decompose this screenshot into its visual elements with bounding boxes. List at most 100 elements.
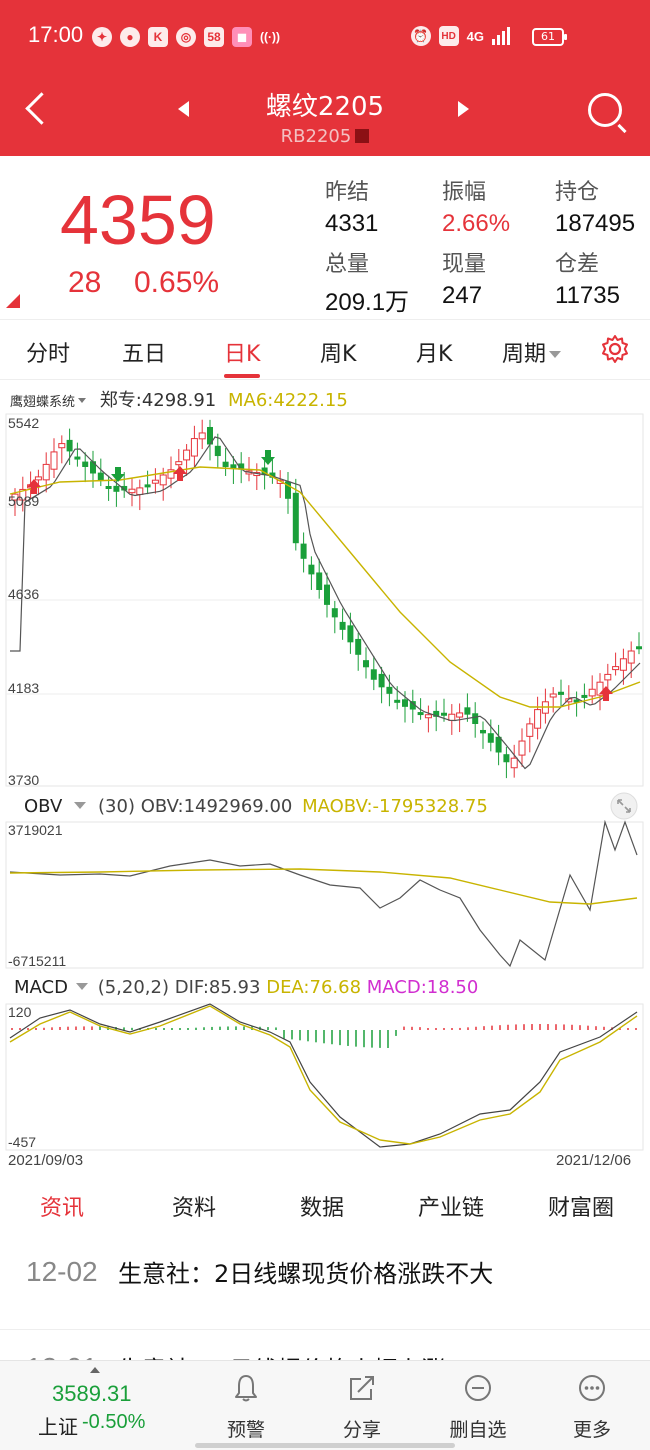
kline-y-label: 4636 <box>8 586 40 602</box>
tab-period-label: 周期 <box>502 342 547 367</box>
candle-down <box>464 707 471 715</box>
tab-intraday[interactable]: 分时 <box>26 342 71 367</box>
chevron-down-icon <box>549 351 562 358</box>
tab-monthly-k[interactable]: 月K <box>416 342 453 367</box>
candle-up <box>11 493 19 501</box>
candle-down <box>495 736 502 753</box>
candle-down <box>222 461 229 468</box>
candle-up <box>424 714 432 719</box>
candle-down <box>207 426 213 445</box>
news-item[interactable]: 12-02 生意社：2日线螺现货价格涨跌不大 <box>0 1234 650 1330</box>
tab-weekly-k[interactable]: 周K <box>320 342 357 367</box>
alert-label: 预警 <box>226 1419 265 1441</box>
candle-down <box>82 461 89 467</box>
more-button[interactable]: 更多 <box>552 1373 632 1442</box>
candle-down <box>503 754 510 763</box>
last-price: 4359 <box>60 181 216 259</box>
tab-five-day[interactable]: 五日 <box>122 342 167 367</box>
alert-button[interactable]: 预警 <box>206 1373 286 1442</box>
price-change: 28 <box>68 266 102 299</box>
quote-value: 247 <box>442 282 483 309</box>
macd-dea-line <box>9 1005 638 1145</box>
candle-down <box>300 543 307 559</box>
kline-chart[interactable] <box>0 412 650 792</box>
candle-down <box>144 484 151 488</box>
expand-up-icon[interactable] <box>90 1367 100 1373</box>
kline-y-label: 5542 <box>8 415 40 431</box>
quote-value: 2.66% <box>442 210 511 237</box>
candle-up <box>627 650 635 664</box>
candle-down <box>487 733 494 743</box>
next-contract-arrow-icon[interactable] <box>458 101 469 117</box>
macd-chart[interactable] <box>0 1002 650 1152</box>
search-icon[interactable] <box>588 93 622 127</box>
candle-down <box>394 699 401 703</box>
candle-up <box>588 688 596 697</box>
tab-daily-k[interactable]: 日K <box>224 342 261 367</box>
tab-profile[interactable]: 资料 <box>172 1196 217 1221</box>
share-icon <box>350 1376 374 1400</box>
ma6-line <box>9 466 641 708</box>
tab-data[interactable]: 数据 <box>300 1196 345 1221</box>
candle-down <box>363 660 369 668</box>
candle-up <box>596 681 604 696</box>
obv-chart[interactable] <box>0 820 650 970</box>
buy-signal-icon <box>173 466 187 481</box>
home-indicator <box>195 1443 455 1448</box>
date-end: 2021/12/06 <box>556 1152 632 1169</box>
alarm-icon: ⏰ <box>410 26 431 46</box>
candle-up <box>534 709 542 729</box>
contract-code: RB2205 <box>0 126 650 147</box>
kline-y-label: 4183 <box>8 680 40 696</box>
macd-y-top: 120 <box>8 1004 32 1020</box>
candle-down <box>113 485 120 492</box>
quote-label: 现量 <box>442 252 487 277</box>
macd-dif-line <box>9 1003 638 1148</box>
system-selector[interactable]: 鹰翅蝶系统 <box>10 395 87 410</box>
news-title: 生意社：2日线螺现货价格涨跌不大 <box>118 1260 494 1288</box>
tab-industry-chain[interactable]: 产业链 <box>418 1196 485 1221</box>
expand-icon[interactable] <box>610 792 638 820</box>
chevron-down-icon <box>75 983 88 990</box>
period-tabs: 分时 五日 日K 周K 月K 周期 <box>0 320 650 380</box>
candle-up <box>448 713 456 721</box>
candle-up <box>19 488 27 501</box>
candle-down <box>409 701 416 710</box>
ma-short-line <box>10 436 641 770</box>
remove-watchlist-button[interactable]: 删自选 <box>438 1373 518 1442</box>
app-circle-icon: ◎ <box>176 27 196 47</box>
tab-news[interactable]: 资讯 <box>40 1196 85 1221</box>
prev-contract-arrow-icon[interactable] <box>178 101 189 117</box>
index-value[interactable]: 3589.31 <box>52 1381 132 1406</box>
signal-bars-icon <box>492 27 510 45</box>
candle-down <box>472 713 479 724</box>
share-button[interactable]: 分享 <box>322 1373 402 1442</box>
candle-up <box>619 658 627 671</box>
candle-up <box>42 463 50 481</box>
quote-value: 4331 <box>325 210 379 237</box>
macd-legend: MACD (5,20,2) DIF:85.93 DEA:76.68 MACD:1… <box>14 977 478 998</box>
obv-selector[interactable]: OBV <box>24 796 87 817</box>
buy-signal-icon <box>27 479 41 494</box>
maobv-line <box>9 868 638 905</box>
candle-up <box>510 757 518 769</box>
gear-icon[interactable] <box>600 334 630 364</box>
candle-down <box>480 729 486 734</box>
candle-down <box>573 699 580 703</box>
system-icons: ⏰ HD 4G <box>410 26 510 46</box>
tab-period[interactable]: 周期 <box>502 336 562 368</box>
notification-icons: ✦ ● K ◎ 58 ◼ ((·)) <box>92 24 280 50</box>
news-date: 12-02 <box>26 1256 98 1287</box>
more-icon <box>579 1375 605 1401</box>
header: 17:00 ✦ ● K ◎ 58 ◼ ((·)) ⏰ HD 4G 61 螺纹22… <box>0 0 650 156</box>
chevron-down-icon <box>74 802 87 809</box>
candle-down <box>97 472 104 480</box>
bottom-toolbar: 3589.31 上证 -0.50% 预警 分享 删自选 更多 <box>0 1360 650 1450</box>
tab-wealth-circle[interactable]: 财富圈 <box>548 1196 615 1221</box>
quote-panel: 4359 28 0.65% 昨结 4331 振幅 2.66% 持仓 187495… <box>0 156 650 320</box>
candle-up <box>604 673 612 681</box>
candle-down <box>581 694 588 698</box>
more-label: 更多 <box>572 1419 611 1441</box>
candle-up <box>526 723 534 737</box>
macd-selector[interactable]: MACD <box>14 977 88 998</box>
